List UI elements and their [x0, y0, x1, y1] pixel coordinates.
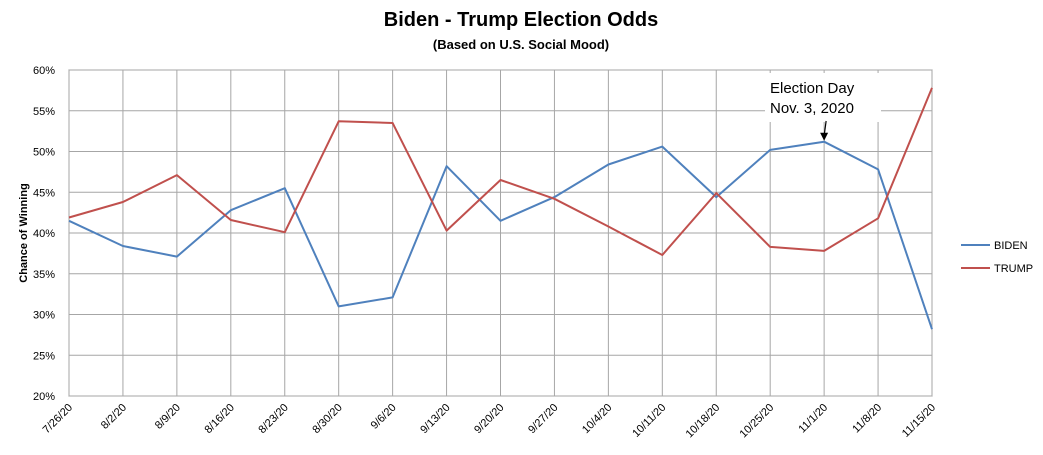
x-tick-label: 10/25/20	[738, 402, 777, 441]
x-tick-label: 8/23/20	[256, 402, 290, 436]
series-line-trump	[68, 87, 933, 256]
x-tick-label: 11/15/20	[900, 402, 938, 440]
x-tick-label: 10/4/20	[580, 402, 614, 436]
chart-subtitle: (Based on U.S. Social Mood)	[433, 37, 609, 52]
x-tick-label: 9/27/20	[526, 402, 560, 436]
y-tick-label: 35%	[33, 269, 55, 281]
x-tick-label: 8/9/20	[153, 402, 183, 432]
chart-title: Biden - Trump Election Odds	[384, 9, 658, 31]
grid	[68, 69, 933, 397]
x-tick-label: 10/11/20	[630, 402, 668, 440]
x-tick-label: 11/1/20	[796, 402, 830, 436]
x-tick-label: 9/13/20	[418, 402, 452, 436]
y-axis-ticks: 20% 25% 30% 35% 40% 45% 50% 55% 60%	[33, 65, 55, 403]
x-tick-label: 8/30/20	[310, 402, 344, 436]
x-tick-label: 9/20/20	[472, 402, 506, 436]
y-tick-label: 45%	[33, 187, 55, 199]
y-tick-label: 60%	[33, 65, 55, 77]
annotation-box	[765, 73, 881, 122]
y-tick-label: 20%	[33, 391, 55, 403]
y-tick-label: 30%	[33, 310, 55, 322]
y-tick-label: 40%	[33, 228, 55, 240]
x-tick-label: 9/6/20	[369, 402, 399, 432]
x-tick-label: 7/26/20	[41, 402, 75, 436]
x-tick-label: 10/18/20	[684, 402, 723, 441]
legend-label-trump: TRUMP	[994, 263, 1033, 275]
annotation-line: Nov. 3, 2020	[770, 100, 854, 117]
series-line-biden	[68, 140, 933, 330]
y-axis-label: Chance of Winning	[18, 183, 30, 283]
legend: BIDEN TRUMP	[961, 240, 1033, 275]
y-tick-label: 55%	[33, 106, 55, 118]
y-tick-label: 25%	[33, 350, 55, 362]
annotation: Election Day Nov. 3, 2020	[765, 73, 881, 141]
x-axis-ticks: 7/26/20 8/2/20 8/9/20 8/16/20 8/23/20 8/30/20…	[41, 402, 938, 441]
x-tick-label: 8/16/20	[202, 402, 236, 436]
annotation-arrowhead	[820, 132, 829, 141]
x-tick-label: 8/2/20	[99, 402, 129, 432]
annotation-line: Election Day	[770, 80, 855, 97]
x-tick-label: 11/8/20	[850, 402, 884, 436]
y-tick-label: 50%	[33, 147, 55, 159]
series-lines	[68, 87, 933, 330]
legend-label-biden: BIDEN	[994, 240, 1028, 252]
